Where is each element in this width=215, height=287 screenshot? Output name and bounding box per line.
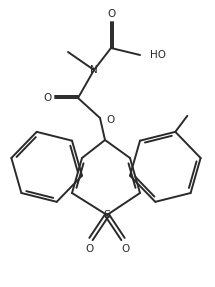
Text: S: S — [103, 210, 111, 220]
Text: O: O — [43, 93, 51, 103]
Text: N: N — [90, 65, 98, 75]
Text: O: O — [107, 9, 115, 19]
Text: O: O — [85, 244, 93, 254]
Text: O: O — [121, 244, 129, 254]
Text: O: O — [106, 115, 114, 125]
Text: HO: HO — [150, 50, 166, 60]
